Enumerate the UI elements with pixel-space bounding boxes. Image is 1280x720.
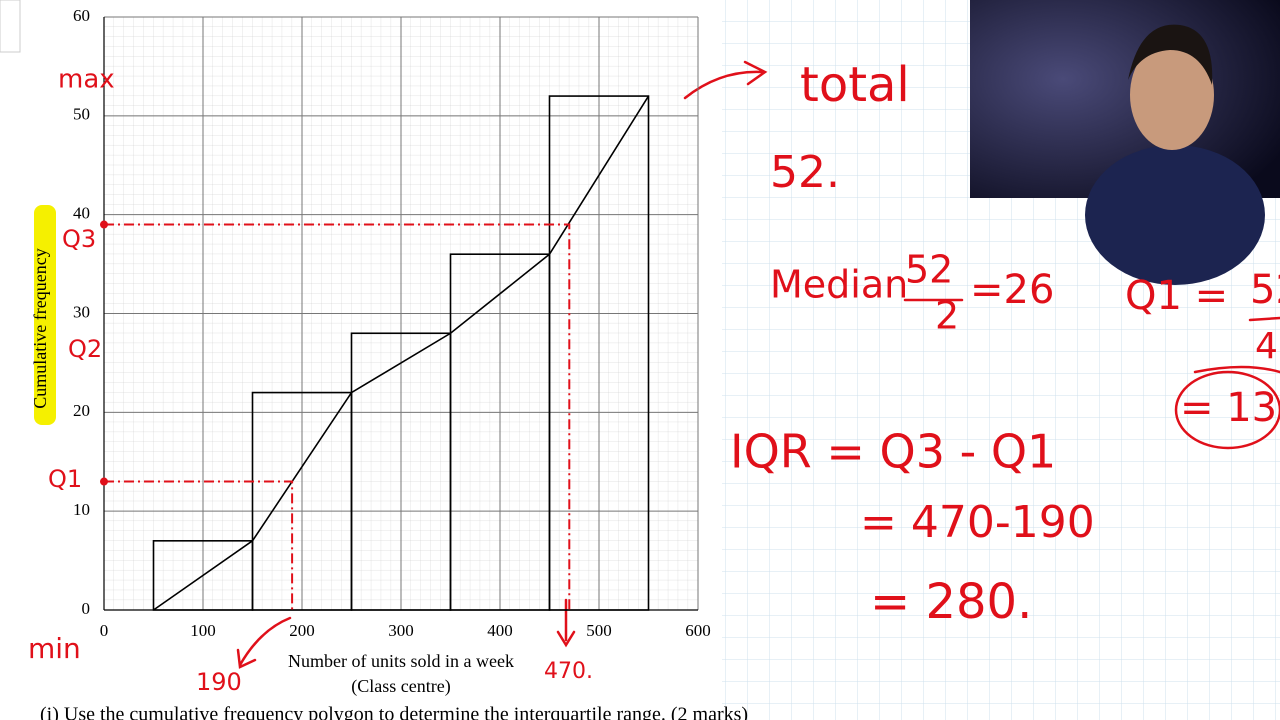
question-text: (i) Use the cumulative frequency polygon…: [40, 704, 748, 720]
x-tick-label: 200: [289, 621, 315, 640]
guide-dot: [100, 220, 108, 229]
x-axis-label: Number of units sold in a week: [288, 651, 514, 671]
handwritten-note: total: [800, 57, 910, 113]
handwritten-note: =26: [970, 267, 1054, 313]
y-tick-label: 30: [73, 302, 90, 321]
handwritten-note: 470.: [544, 659, 593, 684]
webcam: [970, 0, 1280, 285]
guide-dot: [100, 477, 108, 486]
x-tick-label: 600: [685, 621, 711, 640]
y-tick-label: 20: [73, 401, 90, 420]
handwritten-note: Q1 =: [1125, 273, 1228, 319]
handwritten-note: max: [58, 65, 115, 95]
handwritten-note: Median: [770, 263, 908, 307]
x-tick-label: 300: [388, 621, 414, 640]
arrows: [236, 60, 1280, 669]
handwritten-note: Q3: [62, 225, 96, 253]
handwritten-note: 190: [196, 668, 242, 696]
handwritten-note: = 470-190: [860, 497, 1095, 548]
tab: [0, 0, 21, 53]
bar: [548, 95, 650, 611]
handwritten-note: = 280.: [870, 574, 1032, 630]
handwritten-note: 52: [905, 248, 953, 292]
highlight: [34, 205, 56, 425]
y-tick-label: 10: [73, 500, 90, 519]
guide-line: [104, 223, 571, 610]
handwritten-note: = 13: [1180, 385, 1277, 431]
handwritten-note: Q1: [48, 465, 82, 493]
handwritten-note: 52: [1250, 267, 1280, 313]
guide-line: [104, 480, 294, 610]
y-axis-label: Cumulative frequency: [30, 248, 50, 408]
handwritten-note: 2: [935, 294, 959, 338]
handwritten-note: Q2: [68, 335, 102, 363]
x-tick-label: 100: [190, 621, 216, 640]
cumulative-line: [153, 95, 650, 611]
handwritten-note: IQR = Q3 - Q1: [730, 425, 1056, 479]
y-tick-label: 0: [82, 599, 91, 618]
x-tick-label: 0: [100, 621, 109, 640]
y-tick-label: 60: [73, 6, 90, 25]
y-tick-label: 50: [73, 105, 90, 124]
handwritten-note: 52.: [770, 147, 840, 198]
y-tick-label: 40: [73, 204, 90, 223]
handwritten-note: min: [28, 632, 81, 665]
x-axis-label: (Class centre): [351, 676, 450, 697]
x-tick-label: 400: [487, 621, 513, 640]
handwritten-note: 4: [1255, 326, 1278, 367]
x-tick-label: 500: [586, 621, 612, 640]
